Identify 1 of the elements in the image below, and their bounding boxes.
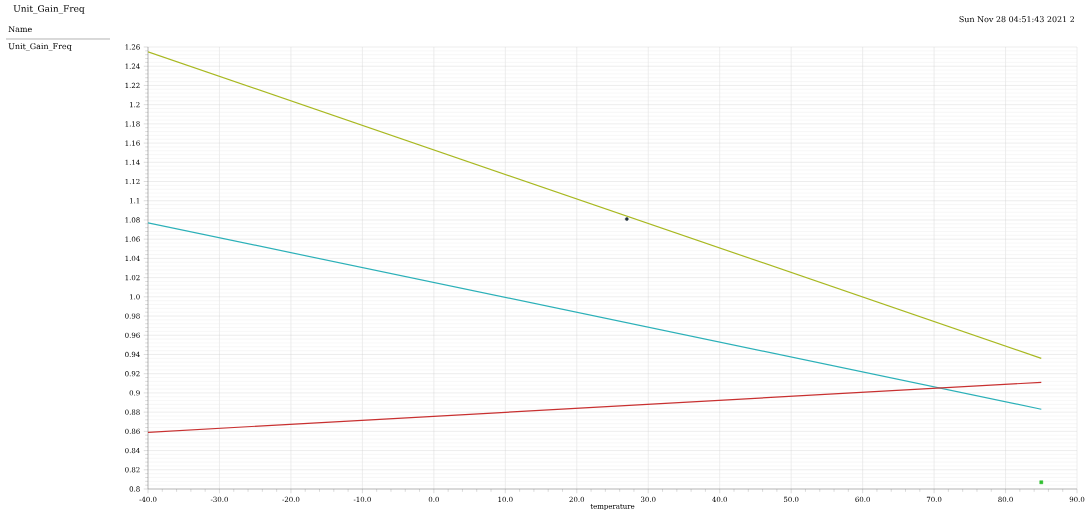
text: Unit_Gain_Freq — [13, 5, 85, 14]
